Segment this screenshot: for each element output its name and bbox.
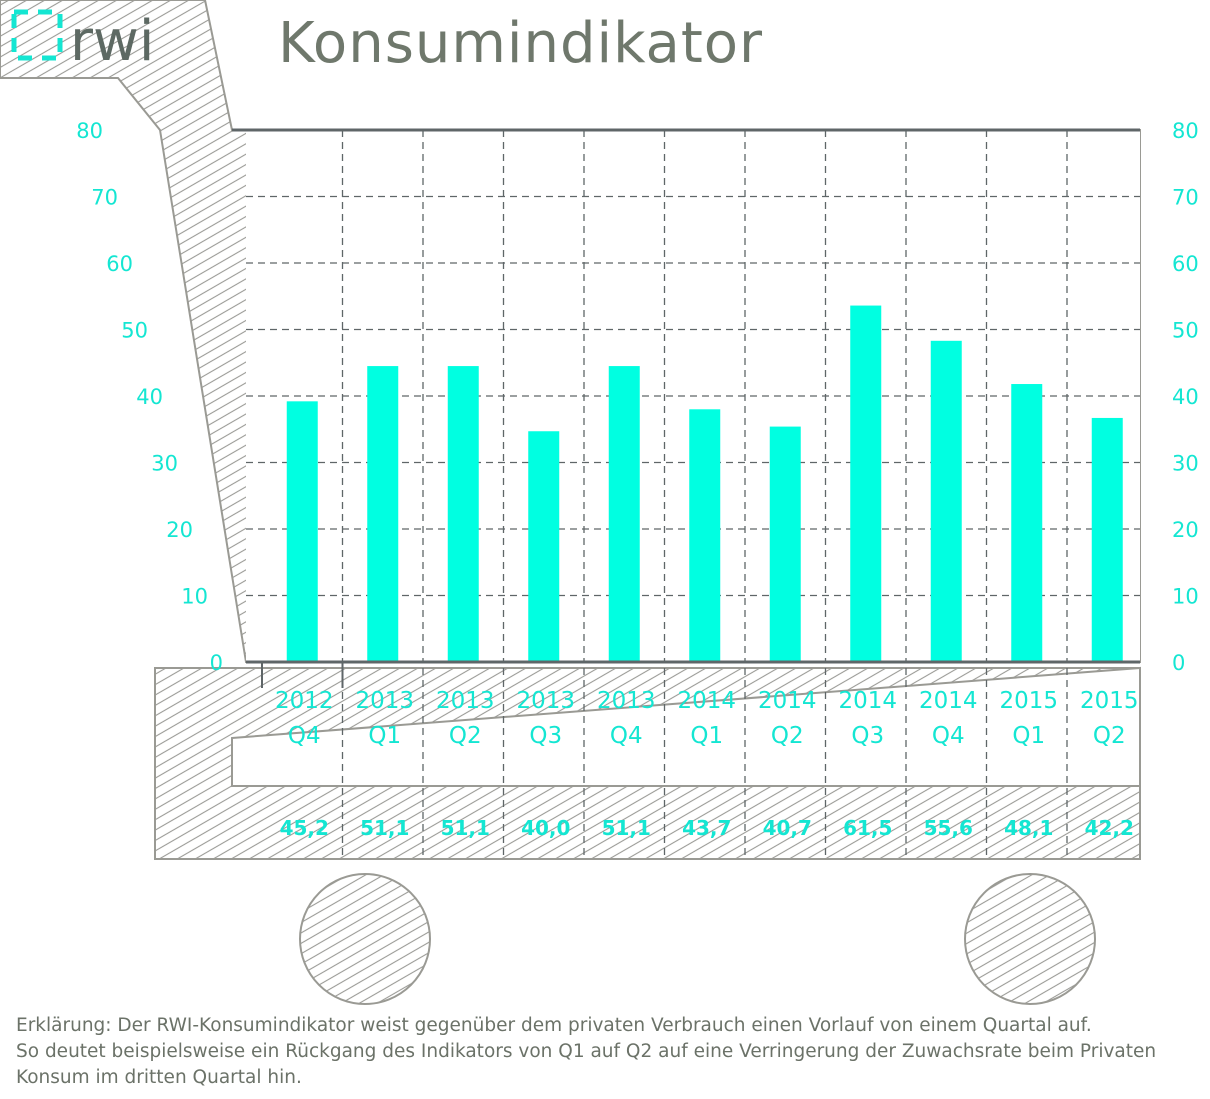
- value-label: 51,1: [441, 816, 490, 840]
- cart-wheel-left: [299, 873, 431, 1005]
- x-axis-labels: 2012 Q4 2013 Q1 2013 Q2 2013 Q3 2013 Q4 2014 Q1 2014…: [275, 688, 1139, 749]
- x-tick-quarter: Q4: [610, 723, 643, 749]
- y-tick-label-left: 20: [166, 518, 193, 542]
- x-tick-quarter: Q3: [851, 723, 884, 749]
- explanation-note: Erklärung: Der RWI-Konsumindikator weist…: [16, 1013, 1206, 1091]
- y-axis-right: 0 10 20 30 40 50 60 70 80: [1172, 119, 1199, 675]
- y-axis-left: 0 10 20 30 40 50 60 70 80: [76, 119, 223, 675]
- y-tick-label-right: 60: [1172, 252, 1199, 276]
- x-tick-year: 2013: [597, 688, 656, 714]
- x-tick-quarter: Q3: [529, 723, 562, 749]
- bar-2012-q4: [286, 401, 318, 662]
- x-tick-year: 2015: [1080, 688, 1139, 714]
- y-tick-label-left: 70: [91, 186, 118, 210]
- value-label: 51,1: [360, 816, 409, 840]
- x-tick-year: 2013: [436, 688, 495, 714]
- explanation-line-2: So deutet beispielsweise ein Rückgang de…: [16, 1041, 1157, 1062]
- x-tick-year: 2012: [275, 688, 334, 714]
- value-label: 45,2: [280, 816, 329, 840]
- x-tick-year: 2015: [999, 688, 1058, 714]
- y-tick-label-left: 60: [106, 252, 133, 276]
- y-tick-label-right: 40: [1172, 385, 1199, 409]
- x-tick-quarter: Q4: [288, 723, 321, 749]
- cart-lower-frame: [154, 666, 1141, 860]
- rwi-logo: rwi: [11, 9, 154, 74]
- logo-text: rwi: [70, 9, 154, 74]
- x-tick-quarter: Q1: [690, 723, 723, 749]
- value-label: 40,7: [763, 816, 812, 840]
- x-tick-year: 2014: [758, 688, 817, 714]
- value-label: 48,1: [1004, 816, 1053, 840]
- value-label: 61,5: [843, 816, 892, 840]
- y-tick-label-left: 50: [121, 319, 148, 343]
- explanation-line-3: Konsum im dritten Quartal hin.: [16, 1067, 302, 1088]
- bar-2013-q1: [367, 366, 399, 662]
- value-label: 55,6: [924, 816, 973, 840]
- page-title: Konsumindikator: [278, 11, 763, 76]
- y-tick-label-left: 10: [181, 585, 208, 609]
- y-tick-label-right: 10: [1172, 585, 1199, 609]
- bar-2013-q4: [608, 366, 640, 662]
- value-labels: 45,2 51,1 51,1 40,0 51,1 43,7 40,7 61,5 55,6 48,1…: [280, 816, 1134, 840]
- bar-2015-q1: [1011, 384, 1043, 662]
- x-tick-quarter: Q4: [932, 723, 965, 749]
- value-label: 51,1: [602, 816, 651, 840]
- value-label: 40,0: [521, 816, 570, 840]
- y-tick-label-left: 0: [210, 651, 223, 675]
- y-tick-label-left: 40: [136, 385, 163, 409]
- y-tick-label-left: 80: [76, 119, 103, 143]
- bar-2014-q1: [689, 409, 721, 662]
- x-tick-quarter: Q2: [449, 723, 482, 749]
- x-tick-quarter: Q2: [771, 723, 804, 749]
- bar-2014-q4: [930, 340, 962, 662]
- y-tick-label-right: 0: [1172, 651, 1185, 675]
- x-tick-quarter: Q2: [1093, 723, 1126, 749]
- x-tick-year: 2014: [838, 688, 897, 714]
- x-tick-year: 2013: [516, 688, 575, 714]
- value-label: 43,7: [682, 816, 731, 840]
- explanation-line-1: Erklärung: Der RWI-Konsumindikator weist…: [16, 1015, 1092, 1036]
- x-tick-year: 2014: [919, 688, 978, 714]
- bar-2013-q2: [447, 366, 479, 662]
- bars: [286, 305, 1123, 662]
- x-tick-year: 2014: [677, 688, 736, 714]
- bar-2013-q3: [528, 431, 560, 662]
- x-tick-year: 2013: [355, 688, 414, 714]
- y-tick-label-left: 30: [151, 452, 178, 476]
- bar-2014-q2: [769, 426, 801, 662]
- bar-2015-q2: [1091, 417, 1123, 662]
- y-tick-label-right: 80: [1172, 119, 1199, 143]
- bar-2014-q3: [850, 305, 882, 662]
- cart-wheel-right: [964, 873, 1096, 1005]
- y-tick-label-right: 30: [1172, 452, 1199, 476]
- value-label: 42,2: [1085, 816, 1134, 840]
- x-tick-quarter: Q1: [368, 723, 401, 749]
- axes: [232, 128, 1140, 688]
- y-tick-label-right: 50: [1172, 319, 1199, 343]
- y-tick-label-right: 70: [1172, 186, 1199, 210]
- y-tick-label-right: 20: [1172, 518, 1199, 542]
- x-tick-quarter: Q1: [1012, 723, 1045, 749]
